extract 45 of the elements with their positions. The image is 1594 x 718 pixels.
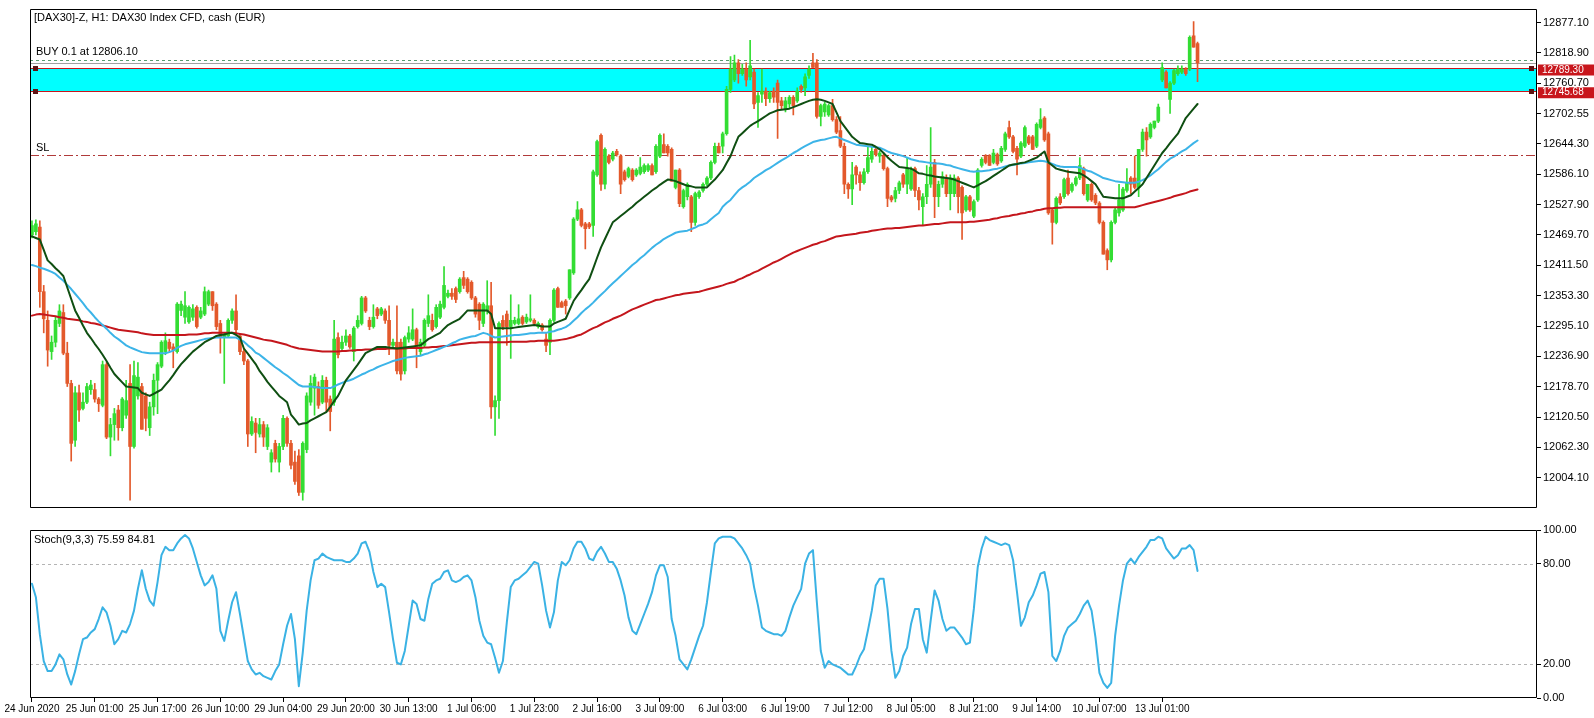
- ref-line-label: 12745.68: [1542, 86, 1585, 98]
- x-tick-label: 29 Jun 04:00: [254, 702, 313, 714]
- x-tick-label: 7 Jul 12:00: [823, 702, 874, 714]
- y-tick-label: 12062.30: [1543, 440, 1589, 453]
- y-tick-label: 12527.90: [1543, 197, 1589, 210]
- y-tick-label: 12178.70: [1543, 379, 1589, 392]
- x-tick-label: 1 Jul 06:00: [447, 702, 497, 714]
- x-tick-label: 8 Jul 21:00: [949, 702, 999, 714]
- ref-line-label: BUY 0.1 at 12806.10: [36, 45, 138, 58]
- y-tick-label: 80.00: [1543, 556, 1571, 569]
- ref-line-label: SL: [36, 140, 50, 153]
- x-tick-label: 3 Jul 09:00: [635, 702, 685, 714]
- y-tick-label: 12877.10: [1543, 15, 1589, 28]
- x-tick-label: 25 Jun 01:00: [65, 702, 125, 714]
- x-tick-label: 6 Jul 03:00: [698, 702, 748, 714]
- x-tick-label: 26 Jun 10:00: [191, 702, 250, 714]
- y-tick-label: 12236.90: [1543, 349, 1589, 362]
- y-tick-label: 12295.10: [1543, 319, 1589, 332]
- x-tick-label: 2 Jul 16:00: [572, 702, 622, 714]
- y-tick-label: 12702.55: [1543, 106, 1589, 119]
- x-tick-label: 30 Jun 13:00: [379, 702, 439, 714]
- y-tick-label: 100.00: [1543, 523, 1577, 536]
- x-tick-label: 8 Jul 05:00: [886, 702, 936, 714]
- x-tick-label: 13 Jul 01:00: [1134, 702, 1190, 714]
- x-tick-label: 24 Jun 2020: [4, 702, 60, 714]
- y-tick-label: 12469.70: [1543, 228, 1589, 241]
- y-tick-label: 12411.50: [1543, 258, 1589, 271]
- y-tick-label: 12644.30: [1543, 137, 1589, 150]
- chart-title: Stoch(9,3,3) 75.59 84.81: [34, 532, 156, 545]
- y-tick-label: 20.00: [1543, 657, 1571, 670]
- y-tick-label: 12120.50: [1543, 410, 1589, 423]
- y-tick-label: 0.00: [1543, 691, 1565, 704]
- y-tick-label: 12586.10: [1543, 167, 1589, 180]
- x-tick-label: 25 Jun 17:00: [128, 702, 187, 714]
- x-tick-label: 1 Jul 23:00: [509, 702, 560, 714]
- ref-line-label: 12789.30: [1542, 63, 1585, 75]
- y-tick-label: 12760.70: [1543, 76, 1589, 89]
- x-tick-label: 10 Jul 07:00: [1072, 702, 1128, 714]
- x-tick-label: 9 Jul 14:00: [1012, 702, 1062, 714]
- y-tick-label: 12818.90: [1543, 45, 1589, 58]
- chart-title: [DAX30]-Z, H1: DAX30 Index CFD, cash (EUR): [34, 11, 266, 24]
- x-tick-label: 6 Jul 19:00: [760, 702, 811, 714]
- x-tick-label: 29 Jun 20:00: [317, 702, 376, 714]
- y-tick-label: 12353.30: [1543, 288, 1589, 301]
- y-tick-label: 12004.10: [1543, 470, 1589, 483]
